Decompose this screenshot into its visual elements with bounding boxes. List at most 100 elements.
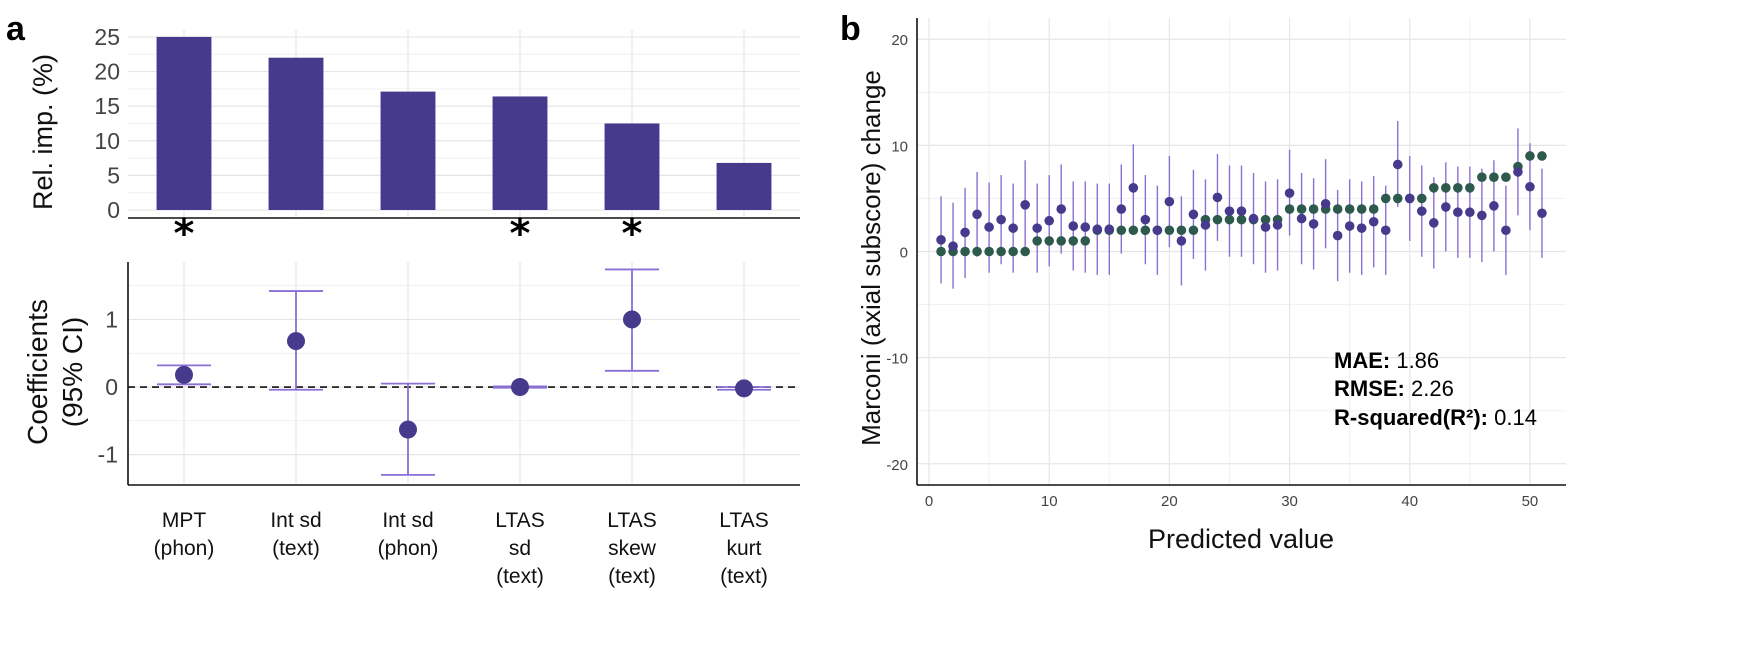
coef-y-tick-label: -1 <box>98 442 118 468</box>
panel-label-a: a <box>6 10 26 48</box>
coef-point-4 <box>623 310 641 329</box>
observed-point-30 <box>1296 213 1307 224</box>
r-squared-label: R-squared(R²): <box>1334 405 1488 430</box>
bar-5 <box>716 162 772 210</box>
observed-point-21 <box>1188 209 1199 220</box>
coefficient-confidence-intervals <box>157 268 771 476</box>
predicted-series-points <box>936 151 1547 257</box>
predicted-point-44 <box>1465 183 1475 193</box>
predicted-point-15 <box>1116 225 1127 236</box>
observed-point-16 <box>1128 183 1139 193</box>
predicted-point-36 <box>1368 204 1379 214</box>
predicted-point-47 <box>1501 172 1511 183</box>
observed-point-7 <box>1020 200 1030 210</box>
category-label-2-line-1: (phon) <box>378 537 439 560</box>
bar-chart-y-tick-labels: 0 5 10 15 20 25 <box>94 24 120 223</box>
scatter-x-tick-label: 10 <box>1041 493 1058 510</box>
predicted-point-49 <box>1525 151 1535 161</box>
predicted-point-8 <box>1032 236 1042 246</box>
bar-1 <box>268 57 324 210</box>
coef-point-3 <box>511 378 529 397</box>
coefficient-y-title-line-1: Coefficients <box>22 299 53 445</box>
predicted-point-7 <box>1020 246 1030 257</box>
coefficient-errorbar-chart: -1 0 1 Coefficients (95% CI) MPT (phon) Int … <box>22 262 800 588</box>
predicted-point-3 <box>972 246 982 257</box>
observed-point-29 <box>1284 188 1295 198</box>
predicted-point-40 <box>1416 193 1427 204</box>
scatter-y-tick-label: 0 <box>900 245 908 262</box>
category-label-5-line-1: kurt <box>726 537 761 560</box>
category-label-5-line-0: LTAS <box>719 509 768 532</box>
observed-point-15 <box>1116 204 1127 214</box>
observed-point-13 <box>1092 224 1103 235</box>
category-tick-labels: MPT (phon) Int sd (text) Int sd (phon) LTAS sd (… <box>154 509 769 588</box>
observed-point-23 <box>1212 192 1223 203</box>
predicted-point-34 <box>1344 204 1355 214</box>
observed-point-14 <box>1104 224 1115 235</box>
observed-point-1 <box>948 241 958 251</box>
observed-confidence-intervals <box>940 120 1543 289</box>
observed-point-3 <box>972 209 982 220</box>
observed-point-11 <box>1068 221 1079 231</box>
coefficient-points <box>175 310 753 439</box>
coef-point-5 <box>735 379 753 398</box>
observed-point-0 <box>936 235 946 245</box>
bar-4 <box>604 123 660 210</box>
coefficient-chart-y-axis-title: Coefficients (95% CI) <box>22 299 88 445</box>
mae-label: MAE: <box>1334 348 1390 373</box>
predicted-point-23 <box>1212 214 1223 225</box>
category-label-3-line-1: sd <box>509 537 531 560</box>
predicted-point-17 <box>1140 225 1151 236</box>
category-label-4-line-1: skew <box>608 537 657 560</box>
scatter-y-tick-label: 20 <box>891 32 908 49</box>
predicted-point-33 <box>1332 204 1343 214</box>
coef-point-0 <box>175 365 193 384</box>
observed-point-38 <box>1392 159 1403 170</box>
significance-star-0: * <box>174 211 195 257</box>
bar-y-tick-label: 20 <box>94 59 120 85</box>
bar-chart-y-axis-title: Rel. imp. (%) <box>28 54 58 210</box>
scatter-y-tick-label: 10 <box>891 138 908 155</box>
panel-label-b: b <box>840 10 861 48</box>
observed-point-9 <box>1044 215 1055 226</box>
observed-point-20 <box>1176 236 1187 246</box>
observed-point-36 <box>1368 216 1379 227</box>
observed-point-4 <box>984 222 994 232</box>
category-label-1-line-0: Int sd <box>270 509 321 532</box>
predicted-point-4 <box>984 246 994 257</box>
rmse-value: 2.26 <box>1405 376 1454 401</box>
scatter-y-axis-title: Marconi (axial subscore) change <box>856 70 886 446</box>
predicted-point-16 <box>1128 225 1139 236</box>
observed-point-18 <box>1152 225 1163 236</box>
predicted-point-31 <box>1308 204 1319 214</box>
observed-point-44 <box>1465 207 1475 218</box>
mae-annotation: MAE: 1.86 <box>1334 348 1439 373</box>
observed-point-34 <box>1344 221 1355 231</box>
predicted-point-43 <box>1453 183 1463 193</box>
predicted-point-10 <box>1056 236 1067 246</box>
bar-chart-bars <box>156 36 772 210</box>
observed-point-24 <box>1224 206 1235 216</box>
scatter-x-tick-labels: 0 10 20 30 40 50 <box>925 493 1538 510</box>
coef-y-tick-label: 0 <box>105 374 118 400</box>
predicted-point-0 <box>936 246 946 257</box>
rmse-label: RMSE: <box>1334 376 1405 401</box>
observed-point-47 <box>1501 225 1511 236</box>
observed-point-33 <box>1332 230 1343 241</box>
category-label-0-line-0: MPT <box>162 509 207 532</box>
observed-point-35 <box>1356 223 1367 233</box>
predicted-point-45 <box>1477 172 1487 183</box>
observed-point-41 <box>1428 218 1439 228</box>
coefficient-y-tick-labels: -1 0 1 <box>98 306 118 467</box>
scatter-x-tick-label: 40 <box>1401 493 1418 510</box>
observed-point-45 <box>1477 210 1487 221</box>
bar-3 <box>492 96 548 210</box>
predicted-point-24 <box>1224 214 1235 225</box>
predicted-point-9 <box>1044 236 1055 246</box>
category-label-1-line-1: (text) <box>272 537 320 560</box>
observed-point-43 <box>1453 207 1463 218</box>
rmse-annotation: RMSE: 2.26 <box>1334 376 1454 401</box>
predicted-point-21 <box>1188 225 1199 236</box>
predicted-point-12 <box>1080 236 1091 246</box>
